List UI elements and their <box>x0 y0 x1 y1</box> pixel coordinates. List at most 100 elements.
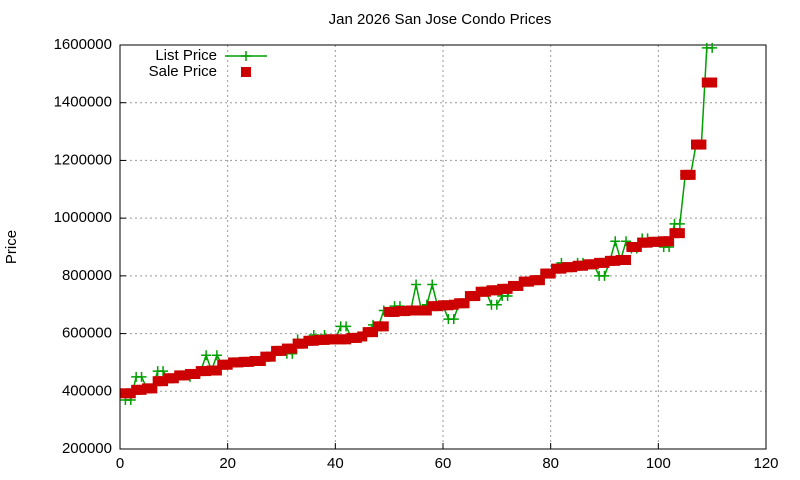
data-point <box>631 242 642 252</box>
data-point <box>604 255 615 266</box>
data-point <box>567 262 578 273</box>
data-point <box>459 298 470 309</box>
data-point <box>351 332 362 343</box>
data-point <box>518 276 529 287</box>
data-point <box>394 306 405 317</box>
data-point <box>507 280 518 291</box>
data-point <box>228 357 239 368</box>
data-point <box>238 356 249 367</box>
data-point <box>136 371 147 382</box>
data-point <box>341 334 352 345</box>
data-point <box>217 359 228 370</box>
legend-label: List Price <box>155 47 217 64</box>
data-point <box>308 335 319 346</box>
data-point <box>184 368 195 379</box>
series-line <box>125 47 713 401</box>
data-point <box>378 321 389 332</box>
data-point <box>265 351 276 362</box>
data-point <box>206 365 217 376</box>
data-point <box>588 259 599 270</box>
data-point <box>120 388 131 399</box>
data-point <box>411 279 422 290</box>
data-point <box>680 169 691 180</box>
y-tick-label: 1000000 <box>54 209 112 226</box>
data-point <box>658 236 669 247</box>
x-tick-label: 20 <box>219 455 236 472</box>
y-tick-label: 1600000 <box>54 36 112 53</box>
data-point <box>195 366 206 377</box>
data-point <box>303 335 314 346</box>
data-point <box>491 299 502 310</box>
data-point <box>464 291 475 302</box>
data-point <box>594 257 605 268</box>
data-point <box>147 383 158 394</box>
data-point <box>292 338 303 349</box>
data-point <box>427 279 438 290</box>
data-point <box>158 376 169 387</box>
data-point <box>244 356 255 367</box>
data-point <box>599 270 610 281</box>
data-point <box>319 334 330 345</box>
data-point <box>324 334 335 345</box>
data-point <box>335 334 346 345</box>
data-point <box>551 263 562 274</box>
data-point <box>647 236 658 247</box>
data-point <box>529 275 540 286</box>
y-tick-label: 1400000 <box>54 94 112 111</box>
data-point <box>233 357 244 368</box>
y-tick-label: 400000 <box>62 382 112 399</box>
data-point <box>357 331 368 342</box>
data-point <box>707 42 718 53</box>
data-point <box>125 388 136 399</box>
data-point <box>362 327 373 338</box>
data-point <box>448 314 459 325</box>
data-point <box>691 139 702 150</box>
data-point <box>621 236 632 247</box>
data-point <box>438 300 448 311</box>
y-tick-label: 800000 <box>62 267 112 284</box>
data-point <box>637 237 648 248</box>
data-point <box>211 365 222 376</box>
data-point <box>502 283 513 294</box>
data-point <box>405 305 416 316</box>
data-point <box>260 351 271 362</box>
data-point <box>513 280 524 291</box>
data-point <box>599 257 610 268</box>
data-point <box>583 259 594 270</box>
data-point <box>491 285 502 296</box>
data-point <box>545 268 556 279</box>
data-point <box>384 306 395 317</box>
data-point <box>443 300 454 311</box>
data-point <box>389 306 400 317</box>
data-point <box>174 370 185 381</box>
data-point <box>416 305 427 316</box>
data-point <box>674 218 685 229</box>
data-point <box>674 228 685 239</box>
data-point <box>572 260 583 271</box>
y-tick-label: 1200000 <box>54 151 112 168</box>
data-point <box>373 321 384 332</box>
data-point <box>400 306 411 317</box>
data-point <box>448 299 459 310</box>
x-tick-label: 80 <box>542 455 559 472</box>
data-point <box>556 263 567 274</box>
x-tick-label: 120 <box>753 455 778 472</box>
data-point <box>497 283 508 294</box>
data-point <box>427 301 438 312</box>
data-point <box>158 366 169 377</box>
data-point <box>152 376 163 387</box>
data-point <box>481 286 492 297</box>
data-point <box>287 343 298 354</box>
data-point <box>314 334 325 345</box>
data-point <box>254 355 265 366</box>
data-point <box>621 254 632 265</box>
data-point <box>432 301 443 312</box>
data-point <box>141 383 152 394</box>
legend-marker <box>241 51 251 61</box>
plot-frame <box>119 44 767 450</box>
data-point <box>470 291 481 302</box>
y-tick-label: 600000 <box>62 325 112 342</box>
data-point <box>330 334 341 345</box>
data-point <box>222 359 233 370</box>
